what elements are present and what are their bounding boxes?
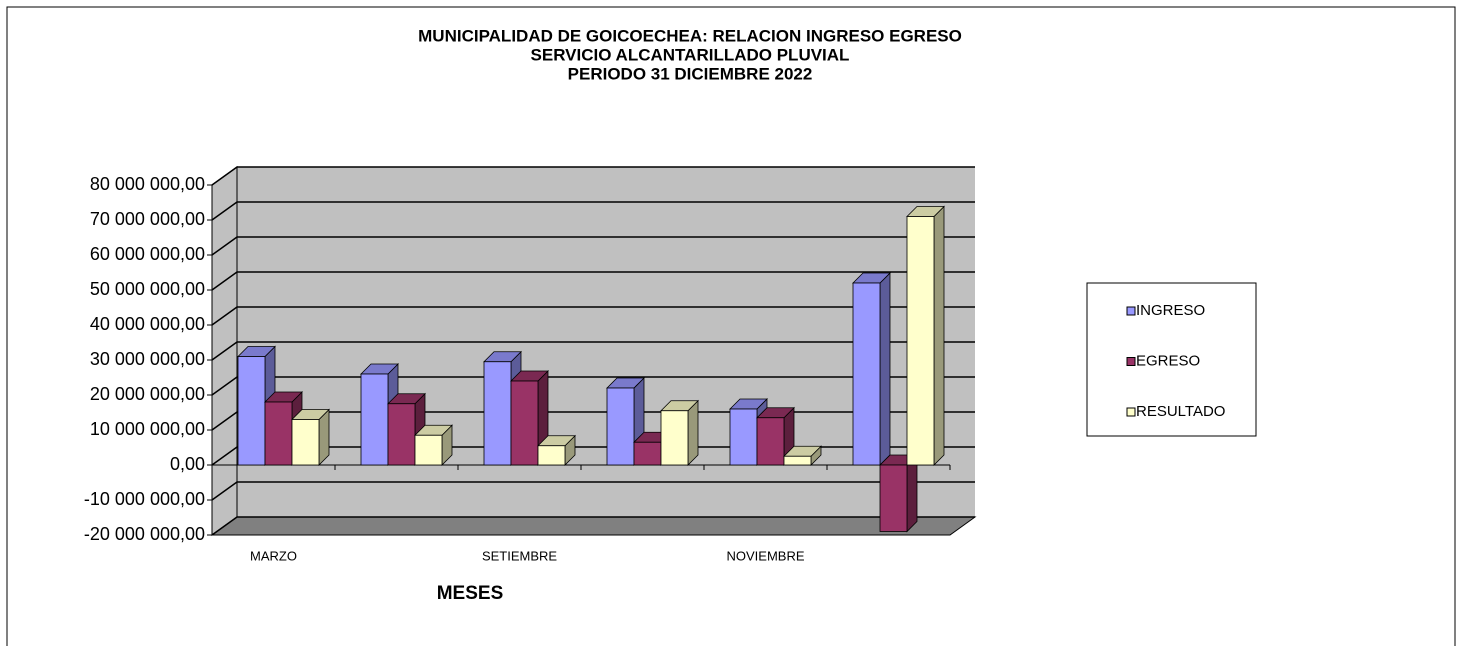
legend-swatch xyxy=(1126,306,1136,316)
legend-swatch xyxy=(1126,407,1136,417)
bar xyxy=(852,282,881,466)
bar xyxy=(756,417,785,466)
bar xyxy=(387,403,416,466)
y-tick-label: 20 000 000,00 xyxy=(90,384,205,404)
bar xyxy=(606,387,635,466)
bar xyxy=(360,373,389,466)
chart-title: PERIODO 31 DICIEMBRE 2022 xyxy=(568,64,813,83)
bar-side xyxy=(906,454,918,533)
bar xyxy=(483,361,512,466)
y-tick-label: 40 000 000,00 xyxy=(90,314,205,334)
bar-side xyxy=(687,399,699,466)
grid-line xyxy=(211,236,975,256)
grid-line xyxy=(211,481,975,501)
legend-label: INGRESO xyxy=(1136,302,1205,319)
grid-line xyxy=(211,376,975,396)
legend-label: EGRESO xyxy=(1136,352,1200,369)
legend-box xyxy=(1086,282,1257,437)
bar-side xyxy=(933,205,945,466)
y-tick-label: -10 000 000,00 xyxy=(84,489,205,509)
y-tick-label: 70 000 000,00 xyxy=(90,209,205,229)
y-tick-label: 0,00 xyxy=(170,454,205,474)
chart-title: SERVICIO ALCANTARILLADO PLUVIAL xyxy=(531,45,850,64)
x-tick-label: NOVIEMBRE xyxy=(726,548,804,563)
bar xyxy=(237,356,266,466)
y-tick-label: -20 000 000,00 xyxy=(84,524,205,544)
x-axis-title: MESES xyxy=(437,583,504,604)
y-tick-label: 50 000 000,00 xyxy=(90,279,205,299)
legend-label: RESULTADO xyxy=(1136,403,1225,420)
y-tick-label: 30 000 000,00 xyxy=(90,349,205,369)
y-tick-label: 10 000 000,00 xyxy=(90,419,205,439)
y-tick-label: 80 000 000,00 xyxy=(90,174,205,194)
x-tick-label: MARZO xyxy=(250,548,297,563)
grid-line xyxy=(211,271,975,291)
bar xyxy=(633,441,662,466)
grid-line xyxy=(211,201,975,221)
bar xyxy=(291,419,320,466)
grid-line xyxy=(211,516,975,536)
floor xyxy=(210,516,977,536)
bar xyxy=(264,401,293,466)
legend-swatch xyxy=(1126,357,1136,366)
bar xyxy=(660,410,689,466)
bar xyxy=(414,434,443,466)
grid-line xyxy=(211,341,975,361)
bar xyxy=(906,216,935,466)
grid-line xyxy=(211,446,975,466)
y-tick-label: 60 000 000,00 xyxy=(90,244,205,264)
x-tick-label: SETIEMBRE xyxy=(482,548,557,563)
grid-line xyxy=(211,411,975,431)
bar-side xyxy=(879,272,891,466)
grid-line xyxy=(211,166,975,186)
bar xyxy=(879,464,908,532)
chart-title: MUNICIPALIDAD DE GOICOECHEA: RELACION IN… xyxy=(418,26,962,45)
bar xyxy=(783,455,812,466)
bar xyxy=(510,380,539,466)
grid-line xyxy=(211,306,975,326)
bar xyxy=(537,445,566,466)
bar xyxy=(729,408,758,466)
